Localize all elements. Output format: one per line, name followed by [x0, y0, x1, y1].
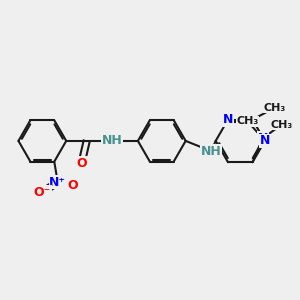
- Text: N: N: [260, 134, 270, 147]
- Text: CH₃: CH₃: [270, 120, 293, 130]
- Text: O: O: [76, 157, 87, 169]
- Text: NH: NH: [102, 134, 123, 147]
- Text: NH: NH: [201, 145, 222, 158]
- Text: O: O: [68, 179, 78, 192]
- Text: N: N: [258, 132, 268, 145]
- Text: O⁻: O⁻: [34, 186, 51, 199]
- Text: CH₃: CH₃: [264, 103, 286, 113]
- Text: N⁺: N⁺: [49, 176, 66, 189]
- Text: N: N: [223, 113, 233, 126]
- Text: CH₃: CH₃: [236, 116, 259, 126]
